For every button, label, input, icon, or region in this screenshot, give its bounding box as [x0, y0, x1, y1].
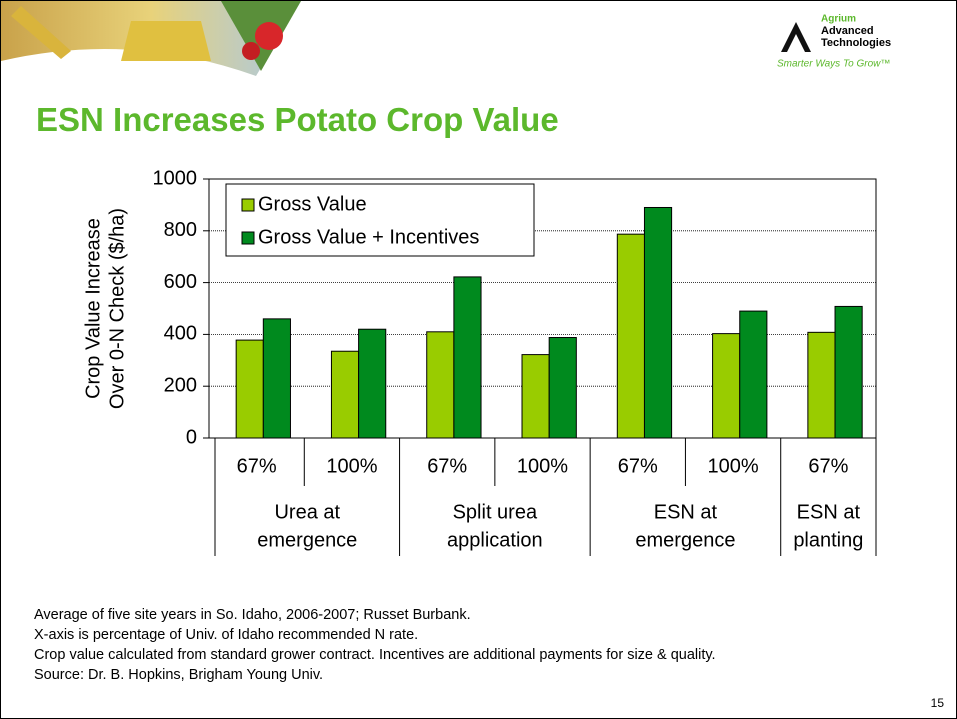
logo-graphic: Agrium Advanced Technologies Smarter Way… — [777, 14, 891, 70]
x-tick-label: 67% — [808, 455, 848, 477]
legend-label: Gross Value — [258, 193, 367, 215]
legend-swatch — [241, 198, 255, 212]
y-tick-label: 1000 — [153, 167, 198, 189]
bar — [739, 310, 768, 439]
logo-text: Advanced — [821, 25, 874, 37]
bar — [712, 333, 741, 439]
group-label: Urea at — [274, 501, 340, 523]
y-tick-label: 200 — [164, 374, 197, 396]
legend-box — [225, 183, 535, 257]
group-label: application — [447, 529, 543, 551]
y-tick-label: 800 — [164, 219, 197, 241]
group-label: Split urea — [453, 501, 538, 523]
legend-label: Gross Value + Incentives — [258, 226, 479, 248]
x-tick-label: 67% — [237, 455, 277, 477]
bar — [807, 331, 836, 439]
group-label: ESN at — [797, 501, 861, 523]
bar — [235, 339, 264, 439]
y-tick-label: 0 — [186, 426, 197, 448]
bar — [453, 276, 482, 439]
y-tick-label: 400 — [164, 323, 197, 345]
bar — [521, 354, 550, 439]
note: X-axis is percentage of Univ. of Idaho r… — [34, 627, 419, 643]
group-label: ESN at — [654, 501, 718, 523]
x-tick-label: 100% — [517, 455, 568, 477]
group-label: planting — [793, 529, 863, 551]
banner — [1, 1, 301, 76]
page-number: 15 — [930, 696, 944, 710]
x-tick-label: 100% — [326, 455, 377, 477]
note: Source: Dr. B. Hopkins, Brigham Young Un… — [34, 667, 324, 683]
logo-text: Agrium — [821, 14, 856, 25]
x-tick-label: 67% — [618, 455, 658, 477]
notes: Average of five site years in So. Idaho,… — [34, 605, 716, 685]
y-axis-title: Crop Value Increase — [82, 218, 104, 399]
bar — [262, 318, 291, 439]
logo-tagline: Smarter Ways To Grow™ — [777, 59, 890, 70]
y-tick-label: 600 — [164, 271, 197, 293]
x-tick-label: 67% — [427, 455, 467, 477]
note: Average of five site years in So. Idaho,… — [34, 607, 471, 623]
note: Crop value calculated from standard grow… — [34, 647, 716, 663]
bar — [643, 206, 673, 439]
bar — [548, 337, 577, 439]
x-tick-label: 100% — [707, 455, 758, 477]
bar — [426, 331, 455, 439]
bar — [834, 305, 863, 439]
bar — [358, 328, 387, 439]
group-label: emergence — [257, 529, 357, 551]
slide-title: ESN Increases Potato Crop Value — [36, 101, 559, 138]
logo-text: Technologies — [821, 37, 891, 49]
bar — [616, 233, 645, 439]
y-axis-title: Over 0-N Check ($/ha) — [106, 208, 128, 409]
legend-swatch — [241, 231, 255, 245]
group-label: emergence — [635, 529, 735, 551]
chart: 0 200 400 600 800 1000 Crop Value Increase Over… — [82, 167, 877, 556]
logo: Agrium Advanced Technologies Smarter Way… — [771, 7, 911, 77]
bar — [330, 350, 360, 439]
